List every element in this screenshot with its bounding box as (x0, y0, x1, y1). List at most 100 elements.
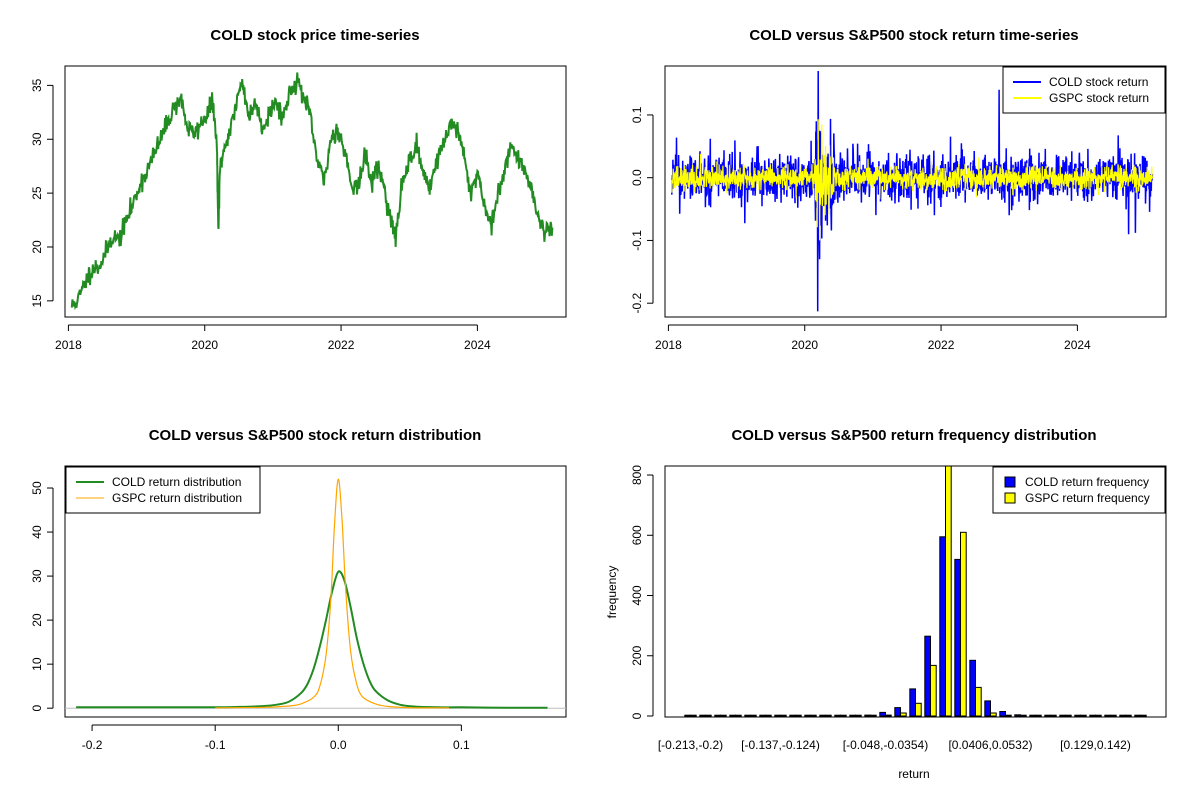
panel-price: COLD stock price time-series 2018 2020 202… (30, 27, 567, 352)
bar-gspc-frequency (1110, 714, 1117, 717)
legend-density: COLD return distribution GSPC return dis… (65, 466, 261, 514)
bar-gspc-frequency (1035, 714, 1042, 717)
y-tick-label-frequency: 800 (630, 465, 644, 485)
y-tick-label-price: 30 (30, 132, 44, 146)
legend-swatch-cold-frequency (1004, 476, 1016, 488)
x-tick-label-price: 2022 (328, 338, 355, 352)
y-tick-label-returns: -0.1 (630, 230, 644, 251)
series-line-gspc-return (671, 119, 1153, 241)
legend-label-gspc-density: GSPC return distribution (112, 491, 242, 505)
bar-gspc-frequency (975, 686, 982, 717)
series-group-price (70, 72, 554, 311)
x-axis-label-frequency: return (898, 767, 929, 781)
bar-cold-frequency (939, 536, 946, 717)
series-line-gspc-density (215, 478, 450, 709)
bar-gspc-frequency (1080, 714, 1087, 717)
bar-cold-frequency (684, 714, 691, 717)
y-tick-label-frequency: 400 (630, 585, 644, 605)
chart-title-returns: COLD versus S&P500 stock return time-ser… (749, 27, 1078, 44)
y-tick-label-returns: 0.0 (630, 169, 644, 186)
bar-gspc-frequency (720, 714, 727, 717)
y-tick-label-density: 10 (30, 657, 44, 671)
bar-cold-frequency (879, 711, 886, 717)
panel-frequency: COLD versus S&P500 return frequency dist… (605, 427, 1167, 781)
legend-returns: COLD stock return GSPC stock return (1002, 66, 1166, 114)
bar-gspc-frequency (735, 714, 742, 717)
x-tick-label-density: 0.0 (330, 738, 347, 752)
bar-cold-frequency (1119, 714, 1127, 717)
legend-frequency: COLD return frequency GSPC return freque… (992, 466, 1166, 514)
bar-cold-frequency (789, 714, 796, 717)
series-line-cold-price (70, 72, 554, 311)
bar-cold-frequency (864, 714, 871, 717)
bar-cold-frequency (819, 714, 826, 717)
y-tick-label-density: 30 (30, 569, 44, 583)
legend-box-frequency (992, 466, 1166, 514)
y-axis-label-frequency: frequency (605, 566, 619, 619)
y-tick-label-returns: 0.1 (630, 106, 644, 123)
bar-cold-frequency (834, 714, 841, 717)
bar-cold-frequency (1029, 714, 1037, 717)
bar-gspc-frequency (1020, 714, 1027, 717)
bar-cold-frequency (849, 714, 856, 717)
bar-cold-frequency (804, 714, 811, 717)
bar-gspc-frequency (1005, 714, 1012, 717)
bar-gspc-frequency (960, 531, 967, 717)
bar-gspc-frequency (840, 714, 847, 717)
chart-title-frequency: COLD versus S&P500 return frequency dist… (731, 427, 1096, 444)
x-tick-label-frequency: [0.129,0.142) (1060, 738, 1131, 752)
x-tick-label-price: 2024 (464, 338, 491, 352)
bar-gspc-frequency (1050, 714, 1057, 717)
x-tick-label-density: -0.1 (205, 738, 226, 752)
bar-cold-frequency (969, 659, 976, 717)
bar-gspc-frequency (810, 714, 817, 717)
x-tick-label-returns: 2024 (1064, 338, 1091, 352)
bar-gspc-frequency (765, 714, 772, 717)
bar-cold-frequency (1134, 714, 1142, 717)
bar-gspc-frequency (870, 714, 877, 717)
legend-label-cold-density: COLD return distribution (112, 475, 241, 489)
plot-frame-density (64, 465, 567, 718)
bar-cold-frequency (1044, 714, 1052, 717)
bar-cold-frequency (954, 558, 961, 717)
bar-gspc-frequency (1125, 714, 1132, 717)
legend-box-density (65, 466, 261, 514)
bar-cold-frequency (1014, 714, 1021, 717)
series-line-cold-density (76, 570, 548, 709)
x-tick-label-price: 2020 (191, 338, 218, 352)
bar-gspc-frequency (930, 664, 937, 717)
bar-cold-frequency (999, 711, 1006, 717)
y-tick-label-frequency: 600 (630, 525, 644, 545)
bar-gspc-frequency (855, 714, 862, 717)
y-tick-label-returns: -0.2 (630, 293, 644, 314)
legend-swatch-gspc-frequency (1004, 492, 1016, 504)
x-tick-label-frequency: [-0.048,-0.0354) (843, 738, 928, 752)
axes-price: 2018 2020 2022 2024 15 20 25 30 35 (30, 78, 491, 352)
bar-cold-frequency (699, 714, 706, 717)
series-group-returns (671, 70, 1154, 312)
axes-density: -0.2 -0.1 0.0 0.1 0 10 20 30 40 50 (30, 481, 470, 752)
y-tick-label-density: 40 (30, 525, 44, 539)
axes-frequency: 0 200 400 600 800 [-0.213,-0.2) [-0.137,-0.124… (630, 465, 1131, 752)
bar-cold-frequency (1104, 714, 1112, 717)
x-tick-label-returns: 2018 (655, 338, 682, 352)
chart-title-price: COLD stock price time-series (210, 27, 419, 44)
bar-gspc-frequency (795, 714, 802, 717)
y-tick-label-price: 20 (30, 240, 44, 254)
bar-gspc-frequency (945, 465, 952, 717)
y-tick-label-density: 20 (30, 613, 44, 627)
bar-gspc-frequency (690, 714, 697, 717)
bar-cold-frequency (759, 714, 766, 717)
bar-cold-frequency (729, 714, 736, 717)
legend-box-returns (1002, 66, 1166, 114)
bar-gspc-frequency (1065, 714, 1072, 717)
x-tick-label-returns: 2020 (791, 338, 818, 352)
bar-cold-frequency (1074, 714, 1082, 717)
panel-density: COLD versus S&P500 stock return distribu… (30, 427, 567, 752)
y-tick-label-price: 25 (30, 186, 44, 200)
bar-gspc-frequency (1095, 714, 1102, 717)
y-tick-label-frequency: 0 (630, 712, 644, 719)
bar-gspc-frequency (900, 712, 907, 717)
plot-frame-price (64, 65, 567, 318)
